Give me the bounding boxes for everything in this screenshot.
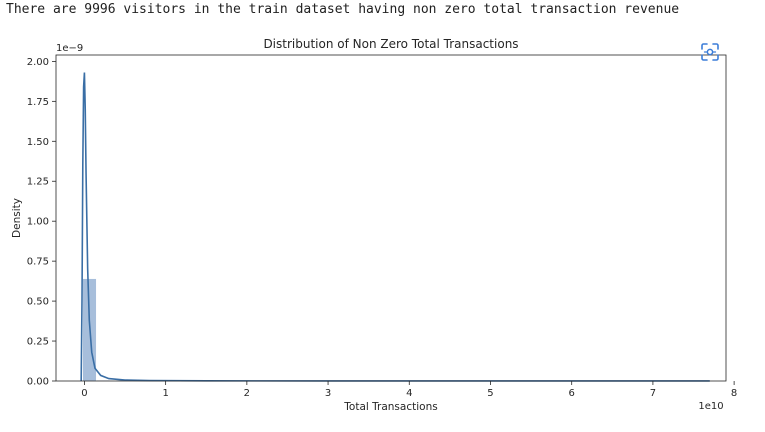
- y-axis-label: Density: [11, 198, 23, 238]
- focus-expand-icon: [701, 43, 719, 61]
- output-text: There are 9996 visitors in the train dat…: [6, 2, 680, 17]
- y-tick-label: 2.00: [27, 57, 49, 68]
- y-axis-ticks: 0.00 0.25 0.50 0.75 1.00 1.25 1.50 1.75 2.00: [27, 57, 56, 388]
- x-axis-label: Total Transactions: [343, 401, 437, 413]
- x-axis-ticks: 0 1 2 3 4 5 6 7 8: [81, 381, 737, 399]
- y-tick-label: 1.75: [27, 97, 49, 108]
- y-tick-label: 1.50: [27, 137, 49, 148]
- y-tick-label: 0.50: [27, 297, 49, 308]
- x-tick-label: 3: [325, 388, 331, 399]
- x-tick-label: 5: [487, 388, 493, 399]
- x-tick-label: 6: [569, 388, 575, 399]
- x-tick-label: 4: [406, 388, 412, 399]
- chart-title: Distribution of Non Zero Total Transacti…: [263, 37, 518, 51]
- x-tick-label: 0: [81, 388, 87, 399]
- y-tick-label: 0.00: [27, 377, 49, 388]
- kde-line: [80, 72, 710, 382]
- y-tick-label: 1.00: [27, 217, 49, 228]
- x-tick-label: 7: [650, 388, 656, 399]
- focus-expand-button[interactable]: [700, 42, 722, 64]
- plot-frame: [55, 54, 727, 382]
- x-tick-label: 8: [731, 388, 737, 399]
- y-tick-label: 1.25: [27, 177, 49, 188]
- x-offset-label: 1e10: [698, 401, 723, 412]
- x-tick-label: 2: [244, 388, 250, 399]
- y-tick-label: 0.75: [27, 257, 49, 268]
- y-offset-label: 1e−9: [56, 43, 83, 54]
- x-tick-label: 1: [162, 388, 168, 399]
- y-tick-label: 0.25: [27, 337, 49, 348]
- histogram-bars: [82, 278, 137, 382]
